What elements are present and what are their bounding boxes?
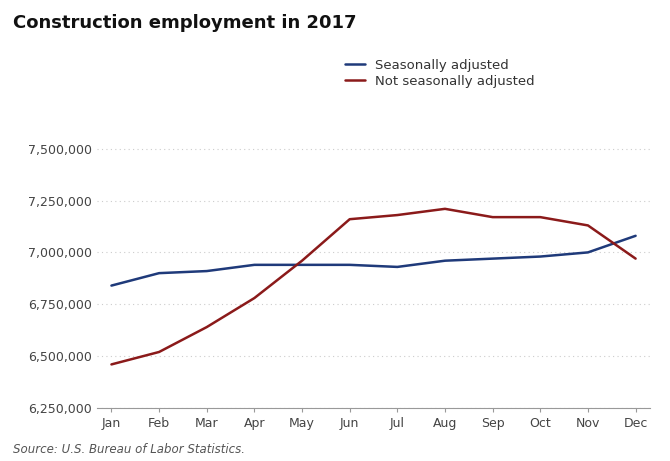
Text: Construction employment in 2017: Construction employment in 2017 — [13, 14, 357, 32]
Line: Not seasonally adjusted: Not seasonally adjusted — [111, 209, 636, 364]
Seasonally adjusted — [393, 264, 401, 270]
Seasonally adjusted — [346, 262, 354, 267]
Seasonally adjusted — [488, 256, 496, 261]
Not seasonally adjusted — [441, 206, 449, 212]
Seasonally adjusted — [632, 233, 640, 238]
Legend: Seasonally adjusted, Not seasonally adjusted: Seasonally adjusted, Not seasonally adju… — [345, 59, 535, 88]
Not seasonally adjusted — [584, 223, 592, 228]
Not seasonally adjusted — [632, 256, 640, 261]
Not seasonally adjusted — [393, 212, 401, 218]
Not seasonally adjusted — [298, 258, 306, 263]
Line: Seasonally adjusted: Seasonally adjusted — [111, 236, 636, 285]
Seasonally adjusted — [536, 254, 544, 259]
Not seasonally adjusted — [107, 361, 115, 367]
Seasonally adjusted — [251, 262, 259, 267]
Not seasonally adjusted — [155, 349, 163, 355]
Seasonally adjusted — [584, 249, 592, 255]
Not seasonally adjusted — [488, 214, 496, 220]
Seasonally adjusted — [203, 268, 211, 274]
Not seasonally adjusted — [251, 295, 259, 301]
Text: Source: U.S. Bureau of Labor Statistics.: Source: U.S. Bureau of Labor Statistics. — [13, 443, 245, 456]
Seasonally adjusted — [107, 283, 115, 288]
Seasonally adjusted — [441, 258, 449, 263]
Seasonally adjusted — [155, 270, 163, 276]
Not seasonally adjusted — [346, 216, 354, 222]
Seasonally adjusted — [298, 262, 306, 267]
Not seasonally adjusted — [536, 214, 544, 220]
Not seasonally adjusted — [203, 324, 211, 330]
